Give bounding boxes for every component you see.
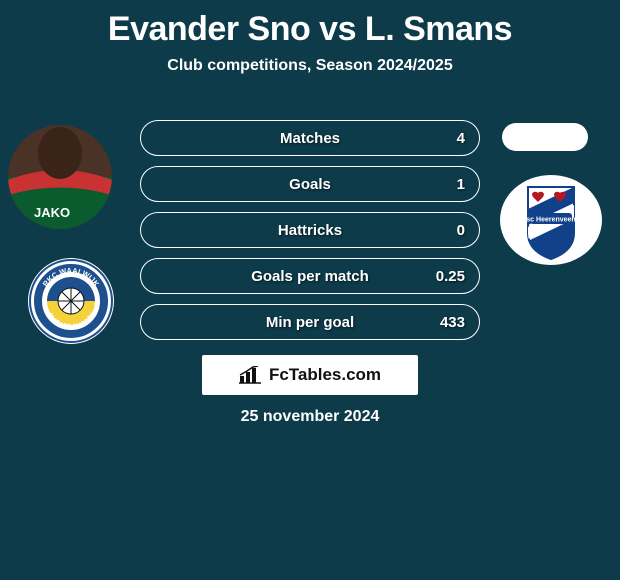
club-right-crest-icon: sc Heerenveen (500, 175, 602, 265)
stat-row-hattricks: Hattricks 0 (140, 212, 480, 248)
stat-value-right: 0.25 (436, 268, 465, 285)
stat-row-matches: Matches 4 (140, 120, 480, 156)
stat-value-right: 4 (457, 130, 465, 147)
stat-value-right: 0 (457, 222, 465, 239)
stat-label: Goals per match (251, 268, 369, 285)
stat-label: Hattricks (278, 222, 342, 239)
stat-row-goals: Goals 1 (140, 166, 480, 202)
bar-chart-icon (239, 366, 261, 384)
date-text: 25 november 2024 (0, 408, 620, 426)
player-left-avatar: JAKO (8, 125, 112, 229)
player-right-avatar (502, 123, 588, 151)
player-jersey-icon: JAKO (8, 125, 112, 229)
stat-label: Goals (289, 176, 331, 193)
club-left-badge: RKC WAALWIJK RKC WAALWIJK (28, 258, 114, 344)
fctables-badge: FcTables.com (202, 355, 418, 395)
stat-label: Matches (280, 130, 340, 147)
stat-value-right: 433 (440, 314, 465, 331)
stat-label: Min per goal (266, 314, 354, 331)
club-left-crest-icon: RKC WAALWIJK RKC WAALWIJK (28, 258, 114, 344)
page-title: Evander Sno vs L. Smans (0, 0, 620, 49)
brand-text: FcTables.com (269, 365, 381, 385)
stat-row-goals-per-match: Goals per match 0.25 (140, 258, 480, 294)
club-right-badge: sc Heerenveen (500, 175, 602, 265)
stat-value-right: 1 (457, 176, 465, 193)
svg-text:sc Heerenveen: sc Heerenveen (526, 217, 575, 224)
stat-row-min-per-goal: Min per goal 433 (140, 304, 480, 340)
jersey-brand-text: JAKO (34, 205, 70, 220)
subtitle: Club competitions, Season 2024/2025 (0, 57, 620, 75)
stats-container: Matches 4 Goals 1 Hattricks 0 Goals per … (140, 120, 480, 350)
